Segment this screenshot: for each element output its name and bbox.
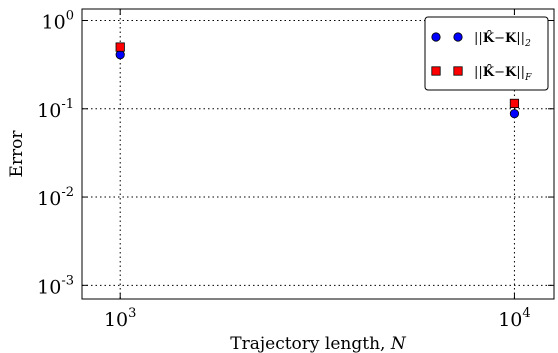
y-tick-label: 10-3 [37,273,74,298]
legend: ||K̂−K||2 ||K̂−K||F [424,16,549,91]
x-tick-label-exponent: 3 [128,306,136,321]
legend-item: ||K̂−K||F [431,64,532,83]
y-tick-label-exponent: -1 [61,97,74,112]
x-tick-label: 103 [104,306,136,331]
data-point-square [115,42,125,52]
x-tick-label: 104 [498,306,530,331]
y-tick-label-base: 10 [37,276,61,298]
plot-area [81,8,555,300]
axis-ticks: 10310410510610710010-110-210-3 [37,9,554,331]
x-axis-title-variable: N [390,334,407,353]
y-tick-label-exponent: 0 [66,9,74,24]
legend-label: ||K̂−K||F [474,64,532,83]
x-tick-label-base: 10 [498,309,522,331]
y-tick-label: 10-2 [37,185,74,210]
x-axis-title: Trajectory length, N [230,334,407,353]
legend-marker-square [453,66,463,76]
data-point-square [509,98,520,109]
legend-item: ||K̂−K||2 [431,30,531,49]
series-square [115,42,520,109]
x-axis-title-text: Trajectory length, [230,334,391,353]
y-tick-label-base: 10 [42,12,66,34]
x-tick-label-exponent: 4 [522,306,530,321]
y-tick-label-base: 10 [37,188,61,210]
y-tick-label: 10-1 [37,97,74,122]
y-tick-label-base: 10 [37,100,61,122]
y-axis-title: Error [7,130,27,178]
x-tick-label-base: 10 [104,309,128,331]
y-tick-label-exponent: -3 [61,273,74,288]
legend-marker-square [431,66,441,76]
legend-label: ||K̂−K||2 [474,30,531,49]
legend-marker-circle [431,32,441,42]
legend-marker-circle [453,32,463,42]
data-points [115,42,520,119]
y-tick-label-exponent: -2 [61,185,74,200]
grid [82,9,554,299]
y-tick-label: 100 [42,9,74,34]
data-point-circle [509,109,520,119]
data-point-circle [115,50,125,60]
